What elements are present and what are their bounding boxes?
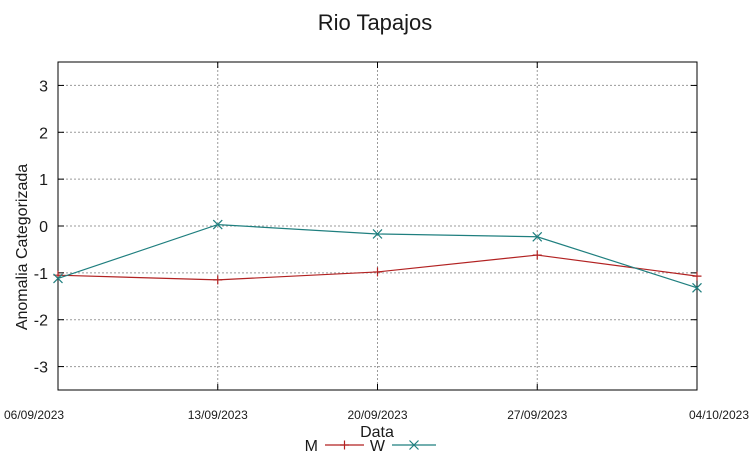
y-tick-label: 1 — [39, 172, 48, 189]
data-point — [692, 271, 702, 281]
legend-item: M — [305, 438, 364, 455]
y-tick-label: -3 — [34, 360, 48, 377]
data-point — [213, 275, 223, 285]
legend-item: W — [370, 438, 436, 455]
y-tick-label: -2 — [34, 313, 48, 330]
x-tick-label: 04/10/2023 — [689, 408, 749, 422]
chart-title: Rio Tapajos — [318, 10, 433, 35]
legend-marker — [340, 440, 349, 450]
data-point — [373, 267, 382, 277]
data-point — [212, 219, 223, 230]
y-tick-label: 3 — [39, 78, 48, 95]
x-tick-label: 20/09/2023 — [347, 408, 407, 422]
tick-layer: -3 -2 -1 0 1 2 3 06/09/2023 13/09/2023 20/09/2023… — [4, 62, 749, 422]
series-W — [53, 219, 702, 293]
x-tick-label: 13/09/2023 — [188, 408, 248, 422]
series-layer — [53, 219, 702, 293]
y-tick-label: 0 — [39, 219, 48, 236]
legend-label: W — [370, 438, 386, 455]
data-point — [532, 250, 542, 260]
data-point — [53, 273, 63, 284]
y-tick-label: 2 — [39, 125, 48, 142]
series-M — [53, 250, 702, 285]
x-tick-label: 06/09/2023 — [4, 408, 64, 422]
y-tick-label: -1 — [34, 266, 48, 283]
data-point — [692, 282, 702, 293]
legend-label: M — [305, 438, 318, 455]
legend-marker — [409, 440, 419, 450]
x-tick-label: 27/09/2023 — [507, 408, 567, 422]
data-point — [372, 229, 383, 239]
y-axis-label: Anomalia Categorizada — [14, 164, 31, 330]
data-point — [532, 231, 543, 242]
x-axis-label: Data — [360, 424, 394, 441]
grid-layer — [58, 62, 697, 390]
